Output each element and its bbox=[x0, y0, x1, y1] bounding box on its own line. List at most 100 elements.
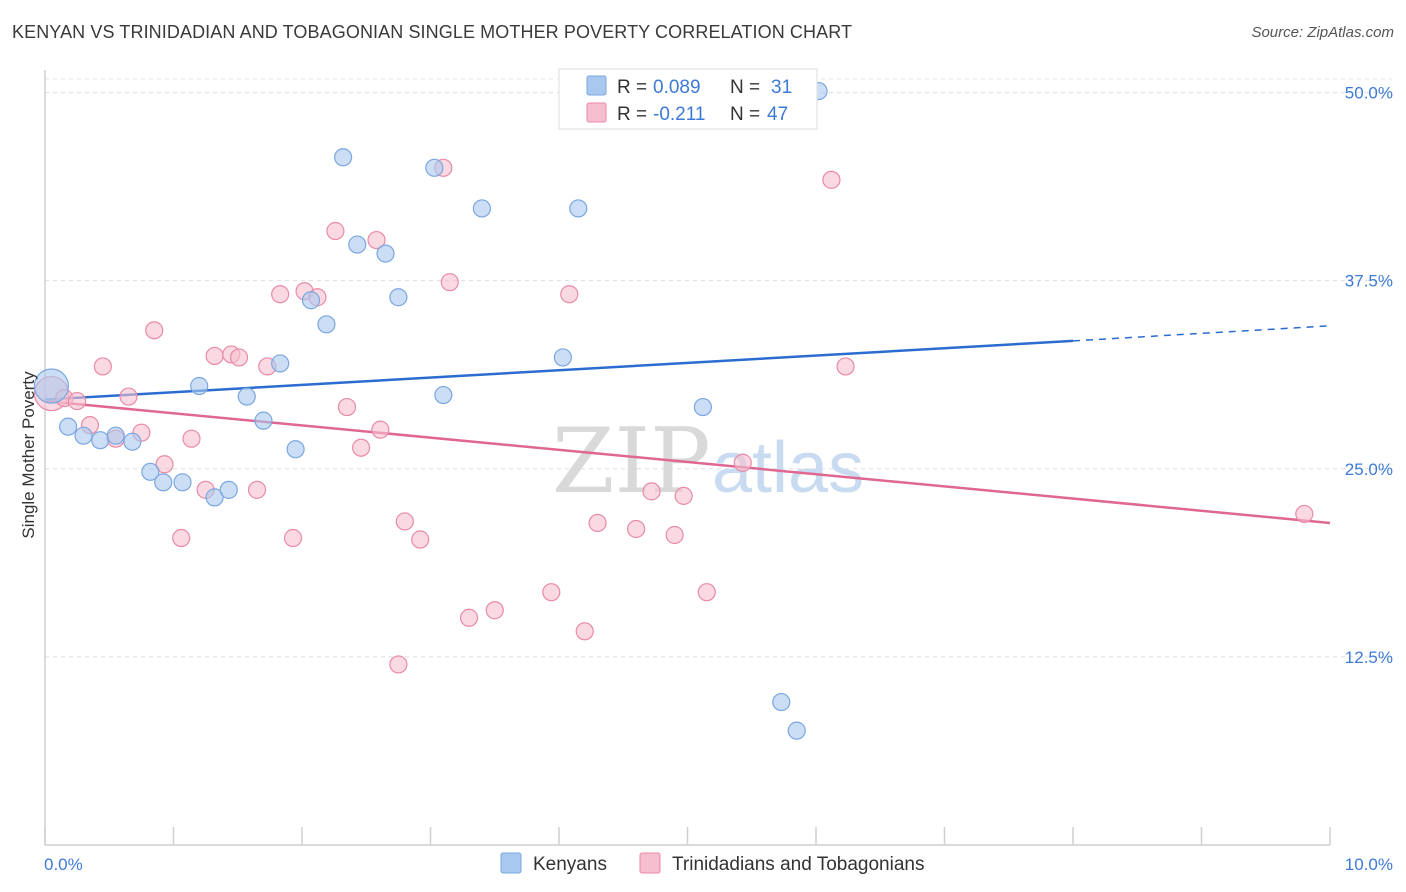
point-trini-28 bbox=[395, 512, 414, 531]
point-kenyan-3 bbox=[91, 431, 110, 450]
point-trini-39 bbox=[642, 482, 661, 501]
point-kenyan-7 bbox=[154, 473, 173, 492]
bottom-legend-label-trini: Trinidadians and Tobagonians bbox=[672, 854, 924, 875]
point-kenyan-23 bbox=[434, 385, 453, 405]
point-kenyan-25 bbox=[553, 348, 572, 367]
point-kenyan-18 bbox=[334, 148, 353, 167]
legend-r-label-kenyan: R = bbox=[617, 77, 647, 98]
point-kenyan-26 bbox=[569, 199, 588, 218]
point-trini-46 bbox=[1295, 504, 1314, 524]
legend-n-value-kenyan: 31 bbox=[771, 77, 792, 98]
point-trini-27 bbox=[389, 655, 408, 674]
point-kenyan-20 bbox=[376, 244, 395, 263]
point-trini-36 bbox=[575, 622, 594, 641]
y-tick-labels: 12.5% 25.0% 37.5% 50.0% bbox=[1345, 84, 1393, 667]
legend-n-label-kenyan: N = bbox=[730, 77, 760, 98]
point-kenyan-11 bbox=[219, 480, 238, 499]
point-trini-45 bbox=[836, 357, 855, 376]
point-trini-32 bbox=[459, 608, 479, 627]
point-kenyan-13 bbox=[254, 411, 273, 430]
point-kenyan-28 bbox=[772, 692, 791, 712]
point-kenyan-8 bbox=[173, 473, 192, 492]
point-kenyan-29 bbox=[787, 721, 806, 740]
bottom-legend-swatch-trini bbox=[639, 852, 661, 874]
trend-line-kenyan bbox=[44, 339, 1074, 401]
point-kenyan-5 bbox=[123, 432, 142, 451]
point-trini-43 bbox=[733, 453, 752, 472]
point-kenyan-17 bbox=[317, 315, 336, 334]
legend-r-value-trini: -0.211 bbox=[653, 104, 705, 125]
point-trini-42 bbox=[697, 583, 716, 602]
y-tick-label-0: 12.5% bbox=[1345, 648, 1393, 667]
point-trini-9 bbox=[155, 455, 174, 474]
data-points bbox=[33, 81, 1314, 740]
point-kenyan-2 bbox=[74, 426, 93, 445]
point-trini-41 bbox=[674, 486, 693, 505]
point-kenyan-19 bbox=[348, 235, 367, 254]
point-trini-15 bbox=[229, 348, 249, 367]
point-trini-38 bbox=[626, 519, 646, 539]
point-trini-33 bbox=[485, 601, 504, 620]
point-trini-13 bbox=[205, 346, 224, 366]
point-trini-6 bbox=[119, 387, 138, 406]
point-kenyan-0 bbox=[33, 368, 70, 404]
point-trini-18 bbox=[271, 285, 290, 304]
point-trini-31 bbox=[440, 273, 459, 292]
x-tick-labels: 0.0% 10.0% bbox=[44, 855, 1393, 874]
point-trini-34 bbox=[542, 583, 561, 602]
bottom-legend-label-kenyan: Kenyans bbox=[533, 854, 607, 875]
point-kenyan-1 bbox=[59, 417, 78, 436]
y-tick-label-3: 50.0% bbox=[1345, 84, 1393, 103]
axes bbox=[44, 70, 1331, 846]
point-trini-8 bbox=[145, 321, 164, 340]
point-kenyan-10 bbox=[205, 488, 224, 507]
trend-line-kenyan-projection bbox=[1072, 325, 1331, 342]
point-trini-4 bbox=[93, 357, 112, 376]
point-trini-37 bbox=[588, 513, 607, 533]
point-kenyan-4 bbox=[106, 426, 125, 445]
point-trini-29 bbox=[411, 530, 430, 549]
point-kenyan-6 bbox=[141, 462, 160, 481]
point-trini-11 bbox=[182, 429, 201, 448]
series-legend: Kenyans Trinidadians and Tobagonians bbox=[500, 852, 924, 875]
legend-r-label-trini: R = bbox=[617, 104, 647, 125]
point-kenyan-15 bbox=[286, 440, 305, 459]
legend-swatch-trini bbox=[586, 102, 607, 123]
point-trini-22 bbox=[326, 221, 345, 241]
point-kenyan-9 bbox=[190, 376, 209, 396]
point-kenyan-24 bbox=[472, 199, 491, 218]
legend-n-value-trini: 47 bbox=[767, 104, 788, 125]
point-kenyan-16 bbox=[301, 291, 321, 310]
point-trini-2 bbox=[68, 391, 87, 411]
grid-lines bbox=[45, 78, 1392, 658]
point-trini-40 bbox=[665, 525, 684, 545]
watermark-atlas: atlas bbox=[712, 428, 864, 508]
x-tick-label-0: 0.0% bbox=[44, 855, 83, 874]
point-trini-16 bbox=[247, 480, 267, 499]
legend-r-value-kenyan: 0.089 bbox=[653, 77, 701, 98]
point-trini-35 bbox=[560, 285, 579, 304]
point-trini-10 bbox=[172, 528, 191, 548]
bottom-legend-swatch-kenyan bbox=[500, 852, 522, 874]
point-kenyan-22 bbox=[425, 158, 444, 177]
point-trini-25 bbox=[367, 230, 386, 250]
y-tick-label-2: 37.5% bbox=[1345, 272, 1393, 291]
point-kenyan-12 bbox=[237, 387, 256, 406]
stats-legend: R = 0.089 N = 31 R = -0.211 N = 47 bbox=[558, 68, 818, 130]
y-tick-label-1: 25.0% bbox=[1345, 460, 1393, 479]
point-trini-24 bbox=[352, 438, 371, 457]
point-trini-19 bbox=[283, 528, 303, 548]
point-kenyan-14 bbox=[271, 354, 290, 373]
point-trini-23 bbox=[337, 397, 357, 417]
x-tick-label-1: 10.0% bbox=[1345, 855, 1393, 874]
legend-n-label-trini: N = bbox=[730, 104, 760, 125]
point-trini-44 bbox=[822, 170, 841, 189]
y-axis-title: Single Mother Poverty bbox=[19, 371, 38, 539]
point-kenyan-27 bbox=[693, 397, 713, 417]
chart-title: KENYAN VS TRINIDADIAN AND TOBAGONIAN SIN… bbox=[12, 22, 853, 42]
legend-swatch-kenyan bbox=[586, 75, 607, 96]
point-kenyan-21 bbox=[389, 288, 408, 307]
chart-source: Source: ZipAtlas.com bbox=[1251, 24, 1394, 41]
point-trini-26 bbox=[371, 420, 390, 439]
